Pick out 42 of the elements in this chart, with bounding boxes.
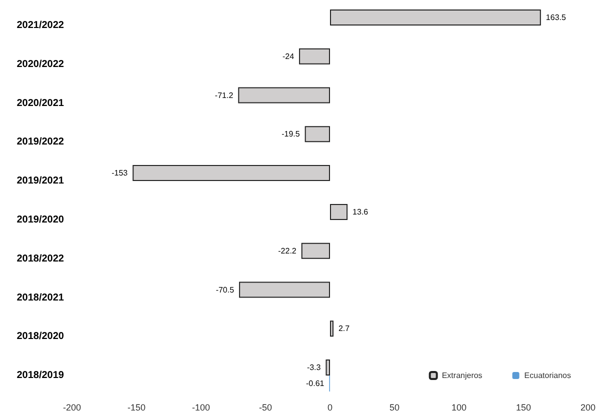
bar bbox=[304, 126, 330, 142]
y-tick-label: 2018/2020 bbox=[16, 331, 64, 342]
data-label: -3.3 bbox=[306, 363, 322, 372]
data-label: -153 bbox=[112, 168, 128, 178]
bar bbox=[301, 242, 330, 259]
x-tick-label: 50 bbox=[389, 402, 400, 412]
x-tick-label: 200 bbox=[580, 402, 596, 412]
bar bbox=[132, 165, 330, 182]
y-tick-label: 2018/2021 bbox=[16, 292, 64, 304]
y-tick-label: 2021/2022 bbox=[16, 20, 64, 31]
data-label: -70.5 bbox=[216, 285, 235, 294]
data-label: -19.5 bbox=[282, 130, 300, 139]
y-tick-label: 2019/2021 bbox=[16, 176, 64, 187]
y-tick-label: 2019/2020 bbox=[16, 214, 64, 226]
y-tick-label: 2018/2019 bbox=[16, 370, 64, 382]
bar bbox=[326, 360, 330, 376]
x-tick-label: 0 bbox=[327, 402, 333, 412]
data-label: 13.6 bbox=[352, 207, 369, 216]
data-label: -24 bbox=[282, 52, 295, 61]
bar bbox=[299, 48, 330, 64]
y-tick-label: 2019/2022 bbox=[16, 136, 64, 148]
bar bbox=[238, 87, 330, 104]
x-tick-label: -50 bbox=[258, 402, 272, 412]
bar bbox=[239, 282, 330, 298]
x-tick-label: -150 bbox=[127, 402, 146, 412]
x-tick-label: -100 bbox=[192, 402, 210, 412]
data-label: -0.61 bbox=[306, 379, 325, 388]
data-label: 2.7 bbox=[338, 324, 350, 334]
legend-label: Extranjeros bbox=[442, 371, 482, 380]
x-tick-label: -200 bbox=[62, 402, 82, 412]
data-label: -71.2 bbox=[214, 90, 234, 100]
bar bbox=[330, 320, 334, 337]
bar bbox=[330, 204, 348, 220]
y-tick-label: 2018/2022 bbox=[16, 253, 64, 264]
x-tick-label: 150 bbox=[516, 402, 532, 412]
data-label: 163.5 bbox=[546, 12, 566, 22]
x-tick-label: 100 bbox=[451, 402, 467, 412]
data-label: -22.2 bbox=[278, 246, 297, 256]
bar bbox=[330, 9, 541, 26]
y-tick-label: 2020/2021 bbox=[16, 98, 64, 109]
legend-label: Ecuatorianos bbox=[524, 371, 572, 380]
y-tick-label: 2020/2022 bbox=[16, 58, 64, 70]
